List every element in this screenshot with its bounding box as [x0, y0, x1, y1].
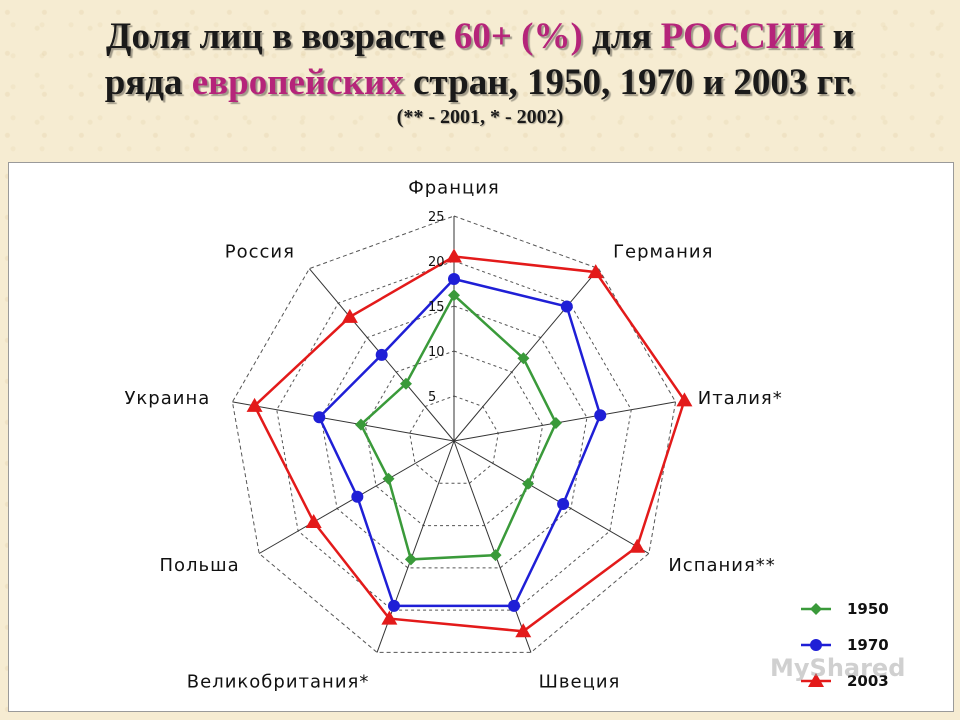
title-text: ряда [104, 62, 192, 103]
title-block: Доля лиц в возрасте 60+ (%) для РОССИИ и… [0, 14, 960, 128]
category-label: Польша [159, 555, 239, 576]
data-point [448, 273, 460, 285]
data-point [246, 397, 263, 412]
data-point [629, 538, 646, 553]
data-point [381, 610, 398, 625]
data-point [508, 599, 521, 612]
data-point [676, 392, 693, 407]
title-highlight: РОССИИ [660, 16, 824, 57]
data-point [382, 472, 395, 485]
category-label: Великобритания* [187, 672, 370, 693]
data-point [351, 490, 364, 503]
axis-spoke [232, 401, 455, 442]
category-label: Россия [225, 241, 295, 262]
data-point [560, 300, 573, 313]
data-point [448, 289, 460, 302]
chart-title-line-1: Доля лиц в возрасте 60+ (%) для РОССИИ и [0, 14, 960, 60]
data-point [305, 514, 322, 528]
data-point [517, 352, 530, 365]
axis-spoke [453, 440, 532, 653]
data-point [375, 348, 388, 361]
data-point [399, 377, 412, 390]
data-point [557, 498, 570, 510]
series-line-1950 [359, 293, 558, 561]
data-point [515, 623, 532, 638]
data-point [522, 477, 535, 490]
title-text: стран, 1950, 1970 и 2003 гг. [403, 62, 856, 103]
data-point [549, 417, 562, 430]
axis-spoke [453, 440, 650, 554]
legend-label: 1970 [847, 636, 889, 654]
title-text: Доля лиц в возрасте [105, 16, 454, 57]
series-line-1970 [317, 277, 602, 608]
legend-label: 2003 [847, 672, 889, 690]
category-label: Швеция [539, 672, 621, 693]
chart-title-line-2: ряда европейских стран, 1950, 1970 и 200… [0, 60, 960, 106]
chart-subtitle: (** - 2001, * - 2002) [396, 106, 564, 128]
data-point [489, 549, 502, 562]
chart-frame: 5 10 15 20 25 Франция Германия Италия* Испания**… [8, 162, 954, 712]
watermark: MyShared [770, 654, 906, 682]
data-point [810, 639, 822, 651]
tick-label: 15 [428, 300, 445, 315]
category-label: Франция [408, 178, 500, 199]
data-point [446, 248, 462, 263]
data-point [354, 418, 367, 431]
axis-spoke [453, 401, 676, 442]
data-point [594, 409, 607, 422]
tick-label: 10 [428, 345, 445, 360]
title-highlight: европейских [191, 62, 404, 103]
title-text: для [582, 16, 661, 57]
data-point [313, 411, 326, 424]
data-point [387, 599, 400, 612]
grid-ring [276, 260, 632, 611]
category-label: Италия* [698, 388, 783, 409]
data-point [810, 603, 822, 615]
data-point [587, 264, 604, 279]
grid-ring [364, 350, 544, 527]
series-line-2003 [253, 255, 686, 633]
data-point [404, 553, 417, 566]
radar-chart: 5 10 15 20 25 Франция Германия Италия* Испания**… [124, 178, 889, 693]
legend-label: 1950 [847, 600, 889, 618]
category-label: Украина [124, 388, 210, 409]
data-point [808, 673, 824, 687]
title-highlight: 60+ (%) [453, 16, 583, 57]
category-label: Испания** [668, 555, 775, 576]
grid-ring [409, 395, 499, 484]
data-point [341, 308, 358, 323]
tick-label: 5 [428, 390, 436, 405]
grid-ring [320, 305, 588, 569]
tick-label: 20 [428, 255, 445, 270]
axis-spoke [453, 268, 600, 442]
category-label: Германия [613, 241, 713, 262]
tick-label: 25 [428, 210, 445, 225]
title-text: и [823, 16, 854, 57]
